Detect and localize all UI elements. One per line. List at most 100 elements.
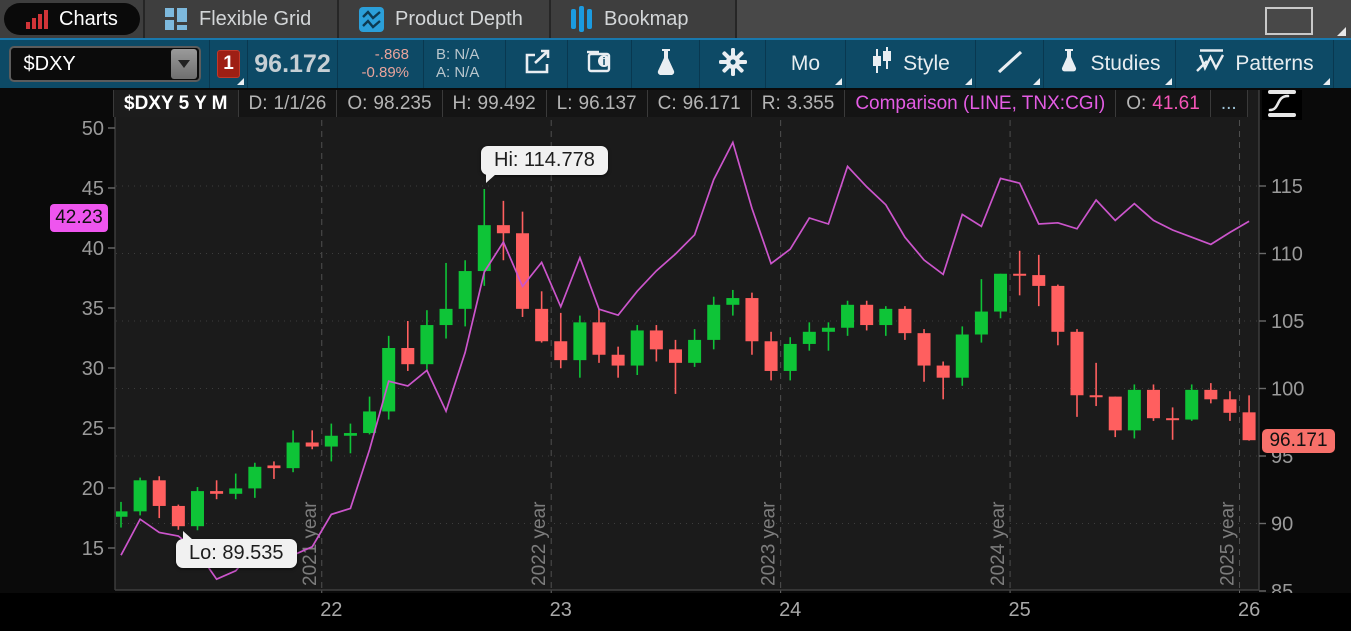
symbol-input[interactable]: $DXY <box>8 46 201 82</box>
tab-bar: Charts Flexible Grid Product Depth Bookm… <box>0 0 1351 38</box>
tab-label: Charts <box>59 7 118 30</box>
symbol-dropdown-button[interactable] <box>170 49 197 79</box>
svg-text:22: 22 <box>320 599 342 621</box>
drawing-tools-dropdown[interactable] <box>976 40 1044 88</box>
header-range: R: 3.355 <box>752 90 846 117</box>
price-chart: 2021 year 2022 year 2023 year 2024 year 2025… <box>0 90 1351 626</box>
tab-flexible-grid[interactable]: Flexible Grid <box>143 0 337 38</box>
ask-value: A: N/A <box>436 64 480 81</box>
share-button[interactable] <box>506 40 568 88</box>
header-overflow[interactable]: ... <box>1211 90 1248 117</box>
svg-text:15: 15 <box>82 538 104 560</box>
tab-label: Product Depth <box>395 7 523 30</box>
chart-toolbar: $DXY 1 96.172 -.868 -0.89% B: N/A A: N/A <box>0 38 1351 88</box>
comparison-label[interactable]: Comparison (LINE, TNX:CGI) <box>845 90 1117 117</box>
svg-text:20: 20 <box>82 478 104 500</box>
dropdown-corner-icon <box>1165 78 1172 85</box>
svg-text:35: 35 <box>82 298 104 320</box>
depth-wave-icon <box>359 6 384 32</box>
candlestick-icon <box>871 47 893 81</box>
chart-canvas[interactable]: 2021 year 2022 year 2023 year 2024 year 2025… <box>0 88 1351 626</box>
symbol-group: $DXY <box>0 40 210 88</box>
bid-ask: B: N/A A: N/A <box>424 40 506 88</box>
tab-product-depth[interactable]: Product Depth <box>337 0 549 38</box>
style-label: Style <box>903 52 950 75</box>
change-value: -.868 <box>374 46 409 63</box>
last-price: 96.172 <box>248 40 338 88</box>
bubble-tail <box>183 531 193 540</box>
dropdown-corner-icon <box>835 78 842 85</box>
svg-text:90: 90 <box>1271 514 1293 536</box>
dropdown-corner-icon <box>965 78 972 85</box>
svg-text:24: 24 <box>779 599 801 621</box>
bar-chart-icon <box>26 9 48 29</box>
chart-title: $DXY 5 Y M <box>114 90 239 117</box>
chart-ohlc-header: $DXY 5 Y M D: 1/1/26 O: 98.235 H: 99.492 L:… <box>113 90 1248 117</box>
svg-text:25: 25 <box>1009 599 1031 621</box>
svg-text:45: 45 <box>82 178 104 200</box>
dropdown-corner-icon <box>1033 78 1040 85</box>
studies-dropdown[interactable]: Studies <box>1044 40 1176 88</box>
comparison-last-price-tag: 42.23 <box>50 204 108 232</box>
flag-count-badge: 1 <box>217 50 240 78</box>
style-dropdown[interactable]: Style <box>846 40 976 88</box>
bubble-tail <box>486 174 496 183</box>
grid-layout-icon <box>165 7 188 31</box>
dropdown-corner-icon <box>237 78 244 85</box>
flask-icon <box>652 47 680 82</box>
symbol-text: $DXY <box>23 52 76 75</box>
bid-value: B: N/A <box>436 46 480 63</box>
dropdown-corner-icon <box>1323 78 1330 85</box>
svg-text:110: 110 <box>1271 244 1303 266</box>
high-annotation: Hi: 114.778 <box>481 146 608 183</box>
tab-bookmap[interactable]: Bookmap <box>549 0 735 38</box>
patterns-dropdown[interactable]: Patterns <box>1176 40 1334 88</box>
svg-text:2024 year: 2024 year <box>988 501 1009 586</box>
svg-text:2025 year: 2025 year <box>1218 501 1239 586</box>
change-percent: -0.89% <box>361 64 409 81</box>
header-high: H: 99.492 <box>443 90 547 117</box>
svg-text:100: 100 <box>1271 379 1304 401</box>
price-change: -.868 -0.89% <box>338 40 424 88</box>
last-price-tag: 96.171 <box>1262 429 1335 453</box>
svg-text:30: 30 <box>82 358 104 380</box>
svg-text:2021 year: 2021 year <box>300 501 321 586</box>
header-low: L: 96.137 <box>547 90 648 117</box>
note-info-icon: i <box>585 48 615 81</box>
bookmap-bars-icon <box>571 6 593 32</box>
svg-text:40: 40 <box>82 238 104 260</box>
comparison-open: O: 41.61 <box>1116 90 1211 117</box>
svg-text:2022 year: 2022 year <box>529 501 550 586</box>
patterns-label: Patterns <box>1235 52 1314 75</box>
layout-select-button[interactable] <box>1265 7 1313 35</box>
tab-bar-filler <box>735 0 1351 38</box>
curve-icon <box>1264 89 1300 122</box>
trendline-icon <box>995 48 1025 81</box>
svg-text:23: 23 <box>550 599 572 621</box>
chart-info-button[interactable]: i <box>568 40 632 88</box>
header-close: C: 96.171 <box>648 90 752 117</box>
flask-icon <box>1058 48 1080 80</box>
tab-charts[interactable]: Charts <box>4 3 140 35</box>
analyze-button[interactable] <box>632 40 700 88</box>
studies-label: Studies <box>1090 52 1161 75</box>
tab-label: Bookmap <box>604 7 689 30</box>
svg-text:50: 50 <box>82 118 104 140</box>
svg-text:26: 26 <box>1238 599 1260 621</box>
settings-button[interactable] <box>700 40 766 88</box>
svg-text:25: 25 <box>82 418 104 440</box>
svg-text:115: 115 <box>1271 176 1303 198</box>
timeframe-label: Mo <box>790 52 821 75</box>
header-open: O: 98.235 <box>337 90 443 117</box>
symbol-flag-group[interactable]: 1 <box>210 40 248 88</box>
chart-mode-button[interactable] <box>1262 89 1302 122</box>
low-annotation: Lo: 89.535 <box>176 531 297 568</box>
gear-icon <box>718 47 748 82</box>
svg-text:105: 105 <box>1271 311 1304 333</box>
timeframe-dropdown[interactable]: Mo <box>766 40 846 88</box>
chevron-down-icon <box>177 60 190 68</box>
tab-label: Flexible Grid <box>199 7 312 30</box>
header-date: D: 1/1/26 <box>239 90 338 117</box>
dropdown-corner-icon <box>1337 27 1346 36</box>
pattern-w-icon <box>1195 48 1225 80</box>
